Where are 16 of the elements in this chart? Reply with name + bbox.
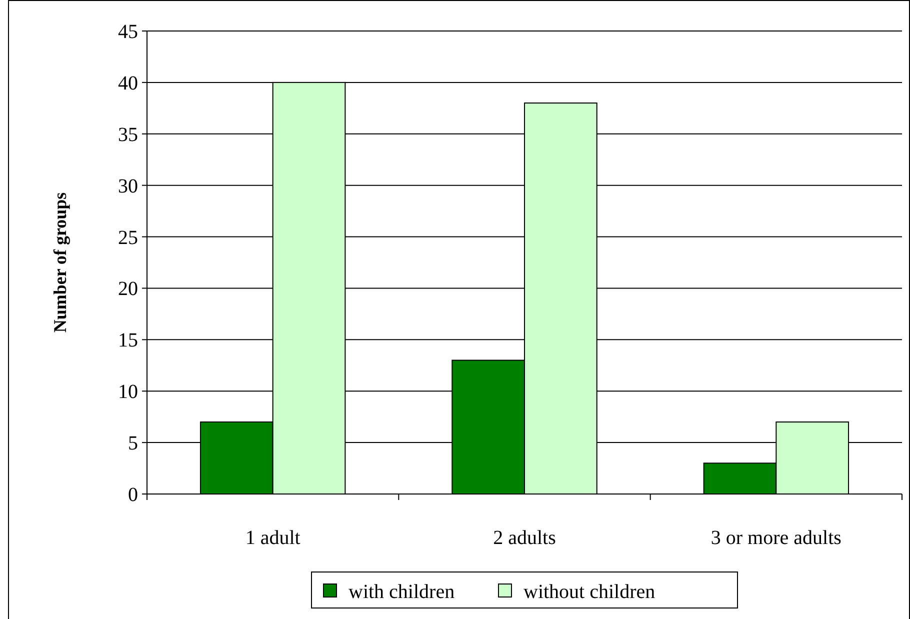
x-tick-label: 3 or more adults: [710, 527, 842, 549]
legend-label: without children: [524, 581, 656, 603]
y-tick-label: 20: [118, 278, 138, 300]
y-tick-label: 15: [118, 330, 138, 352]
y-tick-label: 25: [118, 226, 138, 249]
y-tick-label: 35: [118, 124, 138, 146]
x-tick-label: 1 adult: [245, 527, 301, 549]
y-tick-label: 45: [118, 21, 138, 43]
y-tick-label: 30: [118, 175, 138, 198]
y-tick-label: 5: [128, 432, 138, 455]
x-tick-label: 2 adults: [493, 527, 556, 549]
legend-label: with children: [348, 581, 455, 603]
y-axis-title: Number of groups: [50, 192, 70, 333]
y-tick-label: 10: [118, 381, 138, 404]
y-tick-label: 0: [128, 484, 138, 506]
y-tick-label: 40: [118, 72, 138, 94]
